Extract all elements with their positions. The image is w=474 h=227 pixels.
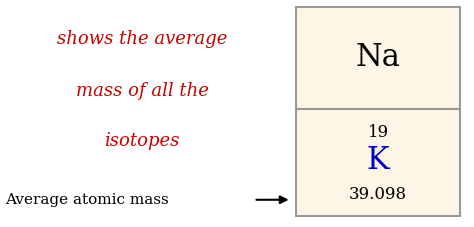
Text: Na: Na: [356, 42, 401, 73]
Text: shows the average: shows the average: [57, 30, 228, 48]
Bar: [296, 7, 460, 109]
Text: isotopes: isotopes: [104, 132, 180, 150]
Bar: [296, 109, 460, 216]
Text: mass of all the: mass of all the: [76, 82, 209, 100]
Text: 39.098: 39.098: [349, 186, 407, 203]
Text: K: K: [367, 145, 389, 176]
Text: Average atomic mass: Average atomic mass: [5, 193, 168, 207]
Text: 19: 19: [367, 124, 389, 141]
